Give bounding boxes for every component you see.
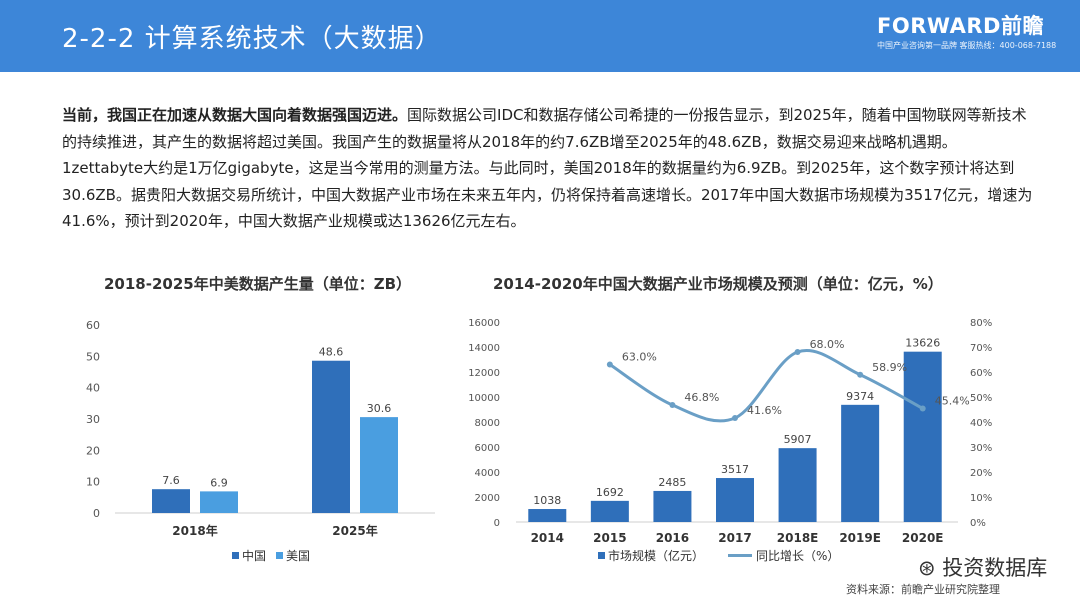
- chart2-x-tick: 2020E: [902, 531, 944, 545]
- chart2-x-tick: 2014: [531, 531, 564, 545]
- brand-tagline: 中国产业咨询第一品牌 客服热线：400-068-7188: [877, 41, 1057, 50]
- chart2-bar: [903, 351, 942, 522]
- chart2-y2-tick: 50%: [970, 393, 992, 404]
- chart2-growth-point: [732, 415, 738, 421]
- brand-logo: FORWARD前瞻 中国产业咨询第一品牌 客服热线：400-068-7188: [877, 14, 1067, 51]
- footer-watermark-text: 投资数据库: [942, 556, 1048, 580]
- intro-paragraph: 当前，我国正在加速从数据大国向着数据强国迈进。国际数据公司IDC和数据存储公司希…: [62, 102, 1037, 235]
- chart2-y-tick: 6000: [475, 443, 500, 454]
- chart2-data-label: 13626: [905, 337, 940, 350]
- chart1-data-label: 7.6: [162, 474, 180, 487]
- chart1-legend-label: 美国: [286, 549, 310, 563]
- chart1-bar: [312, 360, 350, 513]
- chart2-bar: [528, 509, 567, 522]
- chart2-data-label: 3517: [721, 463, 749, 476]
- chart2-y-tick: 16000: [468, 318, 500, 329]
- chart1-x-tick: 2018年: [172, 523, 217, 538]
- chart2-legend-swatch: [598, 552, 605, 559]
- footer-watermark: ⊛ 投资数据库: [918, 556, 1048, 580]
- chart2-y2-tick: 10%: [970, 493, 992, 504]
- chart2-growth-label: 45.4%: [935, 395, 970, 408]
- source-note: 资料来源：前瞻产业研究院整理: [846, 583, 1000, 596]
- chart1-y-tick: 0: [93, 507, 100, 520]
- chart2-bar: [778, 448, 817, 522]
- chart2-data-label: 2485: [658, 476, 686, 489]
- chart2-bar: [590, 500, 629, 522]
- chart2-y-tick: 2000: [475, 493, 500, 504]
- chart1-bar: [200, 491, 238, 513]
- chart1-y-tick: 20: [86, 444, 100, 457]
- intro-body: 国际数据公司IDC和数据存储公司希捷的一份报告显示，到2025年，随着中国物联网…: [62, 106, 1033, 230]
- chart2-y2-tick: 30%: [970, 443, 992, 454]
- chart2-growth-label: 68.0%: [810, 338, 845, 351]
- chart1-y-tick: 50: [86, 350, 100, 363]
- chart2-y-tick: 8000: [475, 418, 500, 429]
- chart2-growth-line: [609, 349, 924, 423]
- chart2-data-label: 1038: [533, 494, 561, 507]
- chart1-title: 2018-2025年中美数据产生量（单位：ZB）: [104, 275, 412, 293]
- chart2-y2-tick: 40%: [970, 418, 992, 429]
- chart2-y-tick: 4000: [475, 468, 500, 479]
- chart1-x-tick: 2025年: [332, 523, 377, 538]
- chart1-bar: [152, 489, 190, 513]
- intro-lead: 当前，我国正在加速从数据大国向着数据强国迈进。: [62, 106, 408, 124]
- chart2-y-tick: 12000: [468, 368, 500, 379]
- chart1-legend-swatch: [232, 552, 239, 559]
- chart2-y-tick: 14000: [468, 343, 500, 354]
- chart2-growth-label: 63.0%: [622, 351, 657, 364]
- chart2-growth-point: [857, 371, 864, 378]
- chart2-x-tick: 2018E: [777, 531, 819, 545]
- chart2-y2-tick: 20%: [970, 468, 992, 479]
- chart1-y-tick: 60: [86, 319, 100, 332]
- chart2-y2-tick: 70%: [970, 343, 992, 354]
- chart1-data-label: 48.6: [319, 346, 344, 359]
- chart2-data-label: 9374: [846, 390, 874, 403]
- chart2-bar: [653, 490, 692, 522]
- chart1-data-label: 30.6: [367, 402, 392, 415]
- chart2-legend-label: 同比增长（%）: [756, 549, 839, 563]
- chart2-x-tick: 2019E: [839, 531, 881, 545]
- page-title: 2-2-2 计算系统技术（大数据）: [62, 24, 442, 54]
- chart2-y2-tick: 80%: [970, 318, 992, 329]
- chart2-growth-label: 46.8%: [684, 391, 719, 404]
- chart2-x-tick: 2015: [593, 531, 626, 545]
- chart1-data-label: 6.9: [210, 476, 228, 489]
- chart2-x-tick: 2017: [718, 531, 751, 545]
- chart2-growth-label: 58.9%: [872, 361, 907, 374]
- chart2-bar: [841, 404, 880, 522]
- header-bar: 2-2-2 计算系统技术（大数据） FORWARD前瞻 中国产业咨询第一品牌 客…: [0, 0, 1080, 72]
- chart2-bar: [716, 478, 754, 522]
- brand-name: FORWARD前瞻: [877, 14, 1044, 38]
- chart2-y-tick: 0: [494, 518, 500, 529]
- chart1-bar: [360, 417, 398, 513]
- chart2-growth-label: 41.6%: [747, 404, 782, 417]
- chart1-y-tick: 10: [86, 476, 100, 489]
- chart2-data-label: 1692: [596, 486, 624, 499]
- chart2-title: 2014-2020年中国大数据产业市场规模及预测（单位：亿元，%）: [493, 275, 943, 293]
- chart1-legend-swatch: [276, 552, 283, 559]
- chart2-y-tick: 10000: [468, 393, 500, 404]
- chart2-growth-point: [606, 361, 613, 368]
- chart1-y-tick: 30: [86, 413, 100, 426]
- chart2-x-tick: 2016: [656, 531, 689, 545]
- chart2-growth-point: [919, 405, 926, 412]
- chart1-legend-label: 中国: [242, 548, 266, 563]
- chart1-y-tick: 40: [86, 382, 100, 395]
- chart2-y2-tick: 0%: [970, 518, 986, 529]
- chart2-growth-point: [794, 349, 801, 355]
- chart2-data-label: 5907: [784, 433, 812, 446]
- chart2-legend-label: 市场规模（亿元）: [608, 548, 704, 563]
- chart2-y2-tick: 60%: [970, 368, 992, 379]
- chart2-growth-point: [669, 402, 676, 408]
